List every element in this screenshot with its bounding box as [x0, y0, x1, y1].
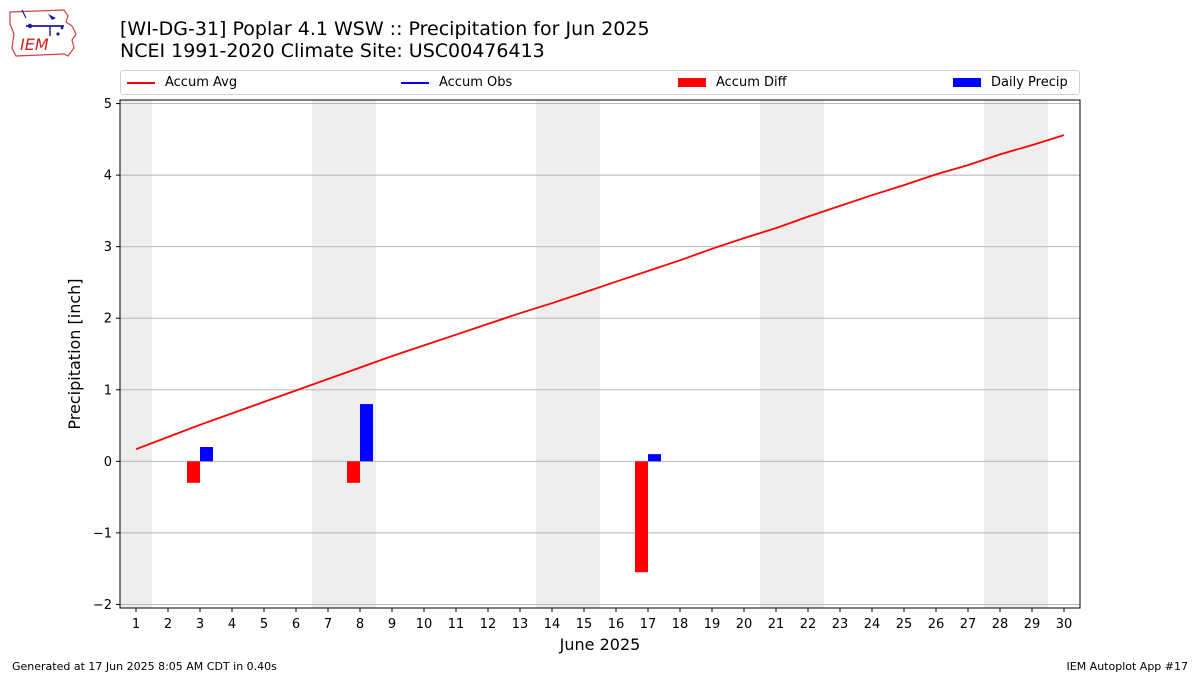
x-tick-label-12: 13 — [512, 617, 529, 632]
y-axis-label: Precipitation [inch] — [65, 278, 84, 429]
x-tick-label-7: 8 — [356, 617, 364, 632]
legend: Accum Avg Accum Obs Accum Diff Daily Pre… — [120, 70, 1080, 95]
legend-item-accum-obs: Accum Obs — [401, 71, 512, 94]
x-tick-label-17: 18 — [672, 617, 689, 632]
chart-title: [WI-DG-31] Poplar 4.1 WSW :: Precipitati… — [120, 18, 650, 40]
x-tick-label-4: 5 — [260, 617, 268, 632]
daily-precip-bar-17 — [648, 454, 661, 462]
y-tick-label-7: 5 — [104, 97, 112, 112]
daily-precip-bar-3 — [200, 447, 213, 462]
y-tick-label-3: 1 — [104, 383, 112, 398]
plot-frame — [119, 99, 1081, 609]
x-tick-label-20: 21 — [768, 617, 785, 632]
x-tick-label-24: 25 — [896, 617, 913, 632]
y-tick-label-1: −1 — [93, 526, 112, 541]
x-tick-label-26: 27 — [960, 617, 977, 632]
accum-diff-bar-3 — [187, 461, 200, 483]
weekend-band-0 — [120, 100, 152, 608]
weekend-band-3 — [760, 100, 824, 608]
x-tick-label-22: 23 — [832, 617, 849, 632]
legend-label-accum-diff: Accum Diff — [716, 75, 787, 90]
iem-logo-graphic: IEM — [9, 9, 77, 57]
legend-swatch-accum-diff — [678, 78, 706, 87]
accum-diff-bar-17 — [635, 461, 648, 573]
x-tick-label-25: 26 — [928, 617, 945, 632]
y-tick-label-2: 0 — [104, 455, 112, 470]
x-tick-label-1: 2 — [164, 617, 172, 632]
x-tick-label-13: 14 — [544, 617, 561, 632]
y-tick-label-0: −2 — [93, 598, 112, 613]
x-tick-label-8: 9 — [388, 617, 396, 632]
x-tick-label-23: 24 — [864, 617, 881, 632]
x-tick-label-11: 12 — [480, 617, 497, 632]
x-tick-label-29: 30 — [1056, 617, 1073, 632]
x-tick-label-21: 22 — [800, 617, 817, 632]
legend-item-accum-diff: Accum Diff — [678, 71, 787, 94]
svg-text:IEM: IEM — [20, 35, 49, 54]
accum-avg-line — [135, 134, 1065, 451]
legend-item-daily-precip: Daily Precip — [953, 71, 1068, 94]
accum-diff-bar-8 — [347, 461, 360, 483]
x-tick-label-3: 4 — [228, 617, 236, 632]
weekend-band-1 — [312, 100, 376, 608]
x-tick-label-16: 17 — [640, 617, 657, 632]
x-tick-label-19: 20 — [736, 617, 753, 632]
legend-label-accum-obs: Accum Obs — [439, 75, 513, 90]
chart-subtitle: NCEI 1991-2020 Climate Site: USC00476413 — [120, 40, 545, 62]
x-tick-label-27: 28 — [992, 617, 1009, 632]
y-tick-label-4: 2 — [104, 312, 112, 327]
generated-timestamp: Generated at 17 Jun 2025 8:05 AM CDT in … — [12, 660, 277, 673]
legend-swatch-accum-obs — [401, 81, 429, 84]
legend-swatch-daily-precip — [953, 78, 981, 87]
weekend-band-4 — [984, 100, 1048, 608]
y-tick-label-6: 4 — [104, 169, 112, 184]
y-tick-label-5: 3 — [104, 240, 112, 255]
weekend-band-2 — [536, 100, 600, 608]
legend-label-accum-avg: Accum Avg — [165, 75, 238, 90]
legend-item-accum-avg: Accum Avg — [127, 71, 237, 94]
x-tick-label-14: 15 — [576, 617, 593, 632]
x-tick-label-18: 19 — [704, 617, 721, 632]
x-tick-label-5: 6 — [292, 617, 300, 632]
x-tick-label-0: 1 — [132, 617, 140, 632]
app-id: IEM Autoplot App #17 — [1066, 660, 1189, 673]
legend-label-daily-precip: Daily Precip — [991, 75, 1068, 90]
x-axis-label: June 2025 — [559, 635, 641, 654]
x-tick-label-28: 29 — [1024, 617, 1041, 632]
daily-precip-bar-8 — [360, 404, 373, 462]
x-tick-label-9: 10 — [416, 617, 433, 632]
x-tick-label-10: 11 — [448, 617, 465, 632]
legend-swatch-accum-avg — [127, 81, 155, 84]
x-tick-label-6: 7 — [324, 617, 332, 632]
x-tick-label-15: 16 — [608, 617, 625, 632]
x-tick-label-2: 3 — [196, 617, 204, 632]
iem-logo: IEM — [6, 4, 84, 60]
